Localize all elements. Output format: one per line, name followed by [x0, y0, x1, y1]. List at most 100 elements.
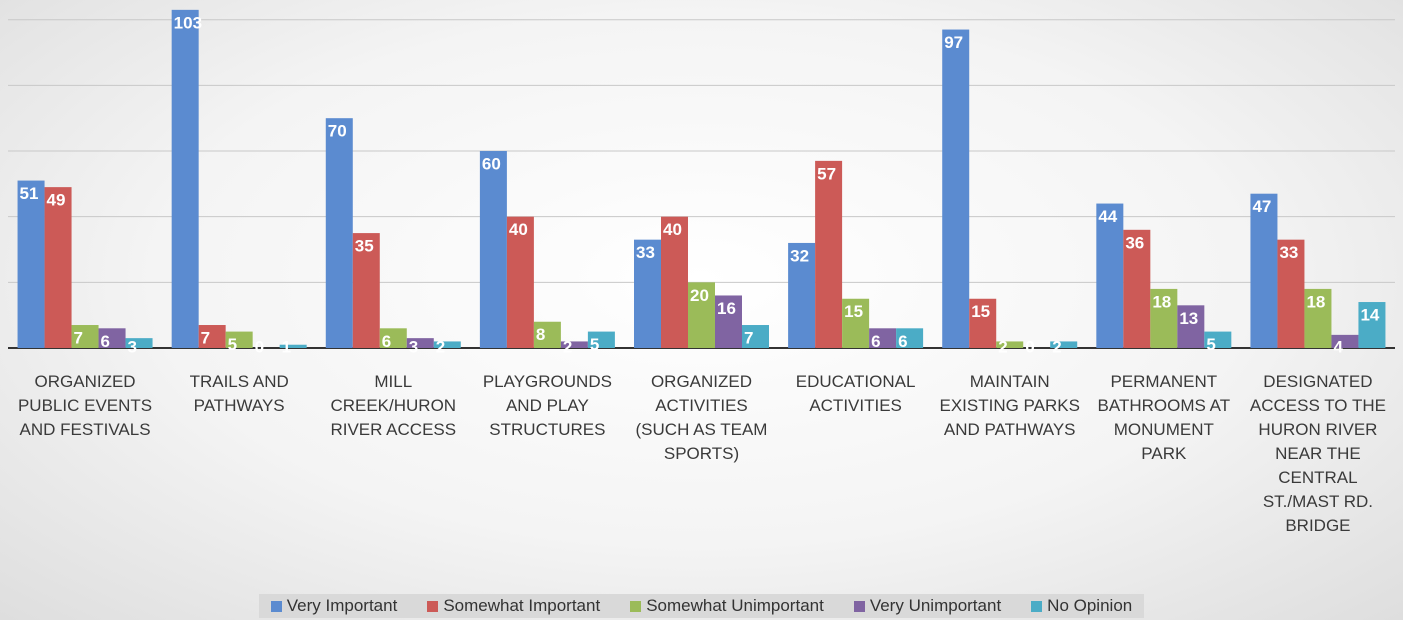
data-label: 40 [509, 220, 528, 239]
legend-box: Very Important Somewhat Important Somewhat… [258, 594, 1145, 618]
data-label: 7 [744, 329, 753, 348]
data-label: 15 [844, 302, 863, 321]
bar [533, 321, 561, 348]
data-label: 15 [971, 302, 990, 321]
bar [71, 325, 99, 348]
data-label: 33 [1279, 243, 1298, 262]
data-label: 0 [255, 337, 264, 356]
bar [1204, 331, 1232, 348]
data-label: 0 [1025, 337, 1034, 356]
bar [325, 118, 353, 348]
bar [433, 341, 461, 348]
bar [815, 160, 843, 348]
data-label: 2 [436, 337, 445, 356]
data-label: 1 [282, 337, 291, 356]
bar [1250, 193, 1278, 348]
data-label: 60 [482, 155, 501, 174]
data-label: 6 [898, 332, 907, 351]
bar [896, 328, 924, 348]
legend-label: Very Important [286, 596, 398, 615]
legend-label: No Opinion [1047, 596, 1133, 615]
data-label: 57 [817, 164, 836, 183]
x-tick-label: TRAILS AND PATHWAYS [189, 372, 289, 415]
bar [225, 331, 253, 348]
legend-label: Very Unimportant [869, 596, 1002, 615]
legend-item: Somewhat Unimportant [630, 596, 824, 616]
bar [969, 298, 997, 348]
bar [352, 233, 380, 348]
bar [406, 338, 434, 348]
data-label: 6 [871, 332, 880, 351]
x-tick-label: MAINTAIN EXISTING PARKS AND PATHWAYS [939, 372, 1080, 439]
x-tick-label: PLAYGROUNDS AND PLAY STRUCTURES [482, 372, 612, 439]
data-label: 6 [382, 332, 391, 351]
bar [1177, 305, 1205, 348]
bar [688, 282, 715, 348]
legend-swatch [1031, 600, 1043, 612]
data-label: 6 [101, 332, 110, 351]
legend-swatch [853, 600, 865, 612]
data-label: 35 [355, 237, 374, 256]
legend-label: Somewhat Important [443, 596, 601, 615]
legend-label: Somewhat Unimportant [646, 596, 824, 615]
bar [279, 344, 307, 348]
x-tick-label: EDUCATIONAL ACTIVITIES [795, 372, 916, 415]
bar [479, 151, 507, 348]
legend-swatch [427, 600, 439, 612]
bar [1150, 288, 1178, 348]
bar [125, 338, 153, 348]
legend-item: Very Important [270, 596, 398, 616]
bar [198, 325, 226, 348]
x-tick-label: PERMANENT BATHROOMS AT MONUMENT PARK [1097, 372, 1231, 463]
data-label: 51 [20, 184, 39, 203]
x-tick-label: ORGANIZED PUBLIC EVENTS AND FESTIVALS [17, 372, 153, 439]
bar [869, 328, 897, 348]
bar [1358, 302, 1386, 348]
x-tick-label: MILL CREEK/HURON RIVER ACCESS [330, 372, 457, 439]
bar [842, 298, 870, 348]
legend-item: No Opinion [1031, 596, 1132, 616]
data-label: 14 [1360, 306, 1379, 325]
x-tick-label: ORGANIZED ACTIVITIES (SUCH AS TEAM SPORT… [635, 372, 768, 463]
bar [587, 331, 615, 348]
data-label: 33 [636, 243, 655, 262]
data-label: 44 [1098, 207, 1117, 226]
data-label: 8 [536, 325, 545, 344]
bar [942, 29, 970, 348]
bar [788, 242, 816, 348]
bar [1304, 288, 1332, 348]
data-label: 3 [128, 337, 137, 356]
legend-swatch [630, 600, 642, 612]
data-label: 7 [74, 329, 83, 348]
data-label: 3 [409, 337, 418, 356]
data-label: 36 [1125, 233, 1144, 252]
data-label: 13 [1179, 309, 1198, 328]
data-label: 2 [563, 337, 572, 356]
data-label: 2 [998, 337, 1007, 356]
data-label: 20 [690, 286, 709, 305]
bar [634, 239, 661, 348]
x-tick-label: DESIGNATED ACCESS TO THE HURON RIVER NEA… [1249, 372, 1386, 535]
data-label: 70 [328, 122, 347, 141]
bar [1331, 334, 1359, 348]
data-label: 7 [201, 329, 210, 348]
legend-swatch [270, 600, 282, 612]
data-label: 18 [1152, 292, 1171, 311]
bar [506, 216, 534, 348]
bar [1050, 341, 1078, 348]
data-label: 103 [174, 13, 202, 32]
bar [560, 341, 588, 348]
data-label: 49 [47, 191, 66, 210]
data-label: 32 [790, 246, 809, 265]
bar [715, 295, 742, 348]
bar [44, 187, 72, 348]
legend: Very Important Somewhat Important Somewhat… [0, 594, 1403, 618]
data-label: 18 [1306, 292, 1325, 311]
bar [171, 9, 199, 348]
bar [1123, 229, 1151, 348]
bar [98, 328, 126, 348]
bar [996, 341, 1024, 348]
bar [661, 216, 688, 348]
data-label: 5 [590, 335, 599, 354]
